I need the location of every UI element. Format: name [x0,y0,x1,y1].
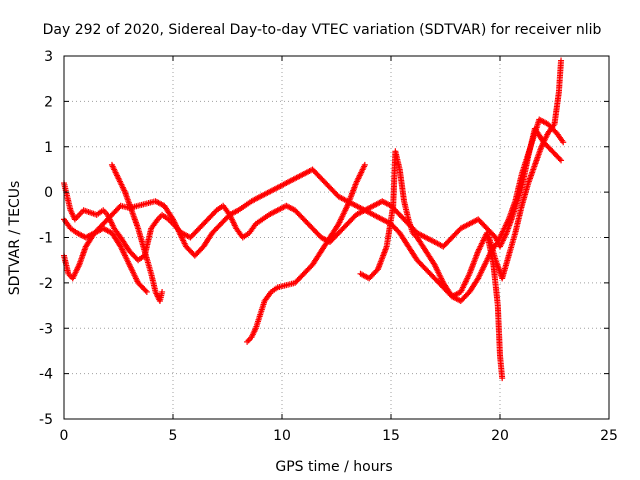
x-tick-label: 0 [60,428,69,444]
y-tick-label: 3 [44,49,53,65]
y-tick-label: -4 [39,367,53,383]
data-point [499,375,506,382]
data-point [558,157,565,164]
data-point [159,288,166,295]
chart-title: Day 292 of 2020, Sidereal Day-to-day VTE… [43,22,602,38]
y-tick-label: 1 [44,140,53,156]
data-point [558,57,565,64]
y-tick-label: -5 [39,412,53,428]
data-point [361,161,368,168]
data-point [560,139,567,146]
x-tick-label: 25 [600,428,618,444]
y-tick-label: -2 [39,276,53,292]
x-axis-label: GPS time / hours [275,459,392,475]
y-axis-label: SDTVAR / TECUs [7,181,23,296]
data-points [61,57,567,382]
data-point [142,287,149,294]
x-tick-label: 5 [169,428,178,444]
y-tick-label: 0 [44,185,53,201]
data-point [143,288,150,295]
axis-ticks: 0 5 10 15 20 25 -5 -4 -3 -2 -1 0 1 2 3 [39,49,618,444]
y-tick-label: 2 [44,94,53,110]
data-point [556,156,563,163]
x-tick-label: 15 [382,428,400,444]
x-tick-label: 20 [491,428,509,444]
y-tick-label: -1 [39,231,53,247]
y-tick-label: -3 [39,321,53,337]
x-tick-label: 10 [273,428,291,444]
